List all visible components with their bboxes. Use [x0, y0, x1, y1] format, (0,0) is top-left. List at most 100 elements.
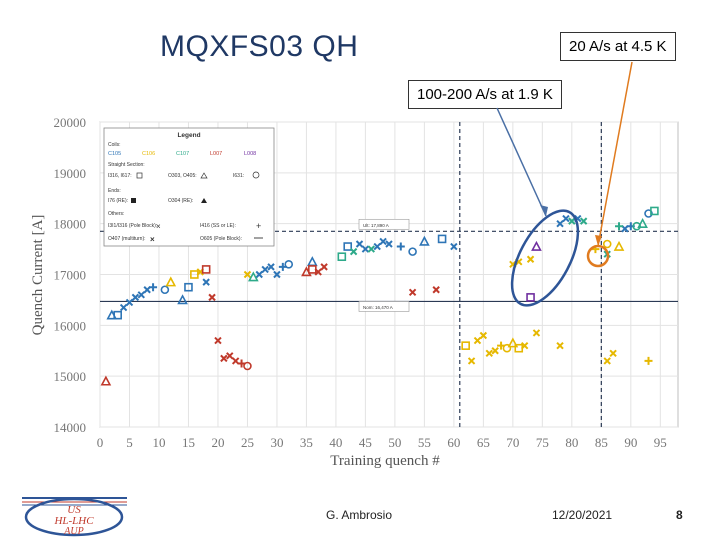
legend-coil-l007: L007	[210, 151, 222, 157]
data-point	[615, 222, 624, 231]
logo-line-3: AUP	[63, 526, 83, 537]
footer-page-number: 8	[676, 508, 683, 522]
data-point	[502, 343, 512, 353]
data-point	[385, 240, 393, 248]
ref-line-label: Nom: 16,470 A	[363, 305, 393, 310]
x-tick-label: 85	[595, 435, 608, 450]
data-point	[562, 214, 570, 223]
arrow-blue	[496, 107, 547, 217]
ref-line-label-box	[358, 218, 410, 230]
logo-line-2: HL-LHC	[53, 515, 94, 527]
legend-others-3: O407 (multiturn):	[108, 236, 146, 242]
axis-ticks: 14000 15000 16000 17000 18000 19000 20000 0 5 10 1…	[54, 115, 667, 450]
data-point	[632, 221, 642, 231]
legend-coil-c107: C107	[176, 151, 189, 157]
data-point	[137, 291, 145, 299]
highlight-ellipse	[510, 209, 580, 307]
data-point	[520, 341, 529, 350]
data-point	[526, 255, 535, 263]
x-tick-label: 20	[211, 435, 224, 450]
data-point	[609, 349, 617, 357]
legend-coil-l008: L008	[244, 151, 256, 157]
data-point	[273, 270, 281, 279]
legend-straight-label: Straight Section:	[108, 162, 145, 168]
y-tick-label: 20000	[54, 115, 87, 130]
x-tick-label: 0	[97, 435, 104, 450]
x-tick-label: 50	[388, 435, 401, 450]
data-point	[437, 234, 447, 244]
y-tick-label: 18000	[54, 217, 87, 232]
data-point	[214, 336, 222, 345]
arrow-orange-head	[595, 235, 602, 246]
data-point	[343, 242, 353, 251]
data-point	[125, 298, 134, 307]
x-tick-label: 30	[270, 435, 283, 450]
data-point	[408, 247, 417, 256]
legend-straight-2: O303, O405:	[168, 173, 197, 179]
data-point	[261, 265, 269, 274]
legend-straight-1: I316, I617:	[108, 173, 132, 179]
data-point	[485, 349, 493, 357]
data-point	[165, 276, 177, 287]
data-point	[491, 347, 499, 355]
legend-coils-label: Coils:	[108, 142, 121, 148]
data-point	[208, 293, 216, 302]
data-point	[450, 242, 458, 251]
data-point	[579, 217, 588, 225]
x-tick-label: 55	[418, 435, 431, 450]
slide-title: MQXFS03 QH	[160, 30, 359, 63]
data-point	[267, 263, 275, 271]
data-point	[284, 260, 294, 269]
data-point	[361, 245, 370, 253]
data-point	[349, 247, 358, 256]
data-point	[149, 283, 158, 292]
data-point	[432, 286, 440, 294]
x-tick-label: 80	[565, 435, 578, 450]
data-point	[467, 357, 476, 365]
legend-ends-2: O304 (RE):	[168, 198, 193, 204]
legend-straight-3: I631:	[233, 173, 244, 179]
data-point	[113, 310, 122, 320]
data-point	[243, 361, 252, 371]
data-point	[220, 354, 228, 363]
legend-coil-c105: C105	[108, 151, 121, 157]
x-tick-label: 60	[447, 435, 460, 450]
data-point	[461, 341, 470, 350]
data-point	[532, 329, 541, 337]
x-tick-label: 40	[329, 435, 342, 450]
data-point	[337, 252, 347, 262]
x-tick-label: 25	[241, 435, 254, 450]
legend-others-4: O605 (Pole Block):	[200, 236, 242, 242]
x-axis-label: Training quench #	[330, 453, 440, 469]
svg-text:+: +	[256, 221, 261, 231]
callout-20as: 20 A/s at 4.5 K	[560, 32, 676, 61]
x-tick-label: 95	[654, 435, 667, 450]
y-tick-label: 16000	[54, 318, 87, 333]
arrow-blue-head	[540, 205, 548, 216]
data-point	[202, 278, 210, 286]
data-point	[507, 337, 519, 348]
data-point	[248, 271, 259, 282]
data-point	[379, 237, 387, 246]
data-point	[119, 303, 128, 312]
legend-others-1: I3I1/I316 (Pole Block):	[108, 223, 157, 229]
data-point	[201, 265, 211, 274]
x-tick-label: 70	[506, 435, 519, 450]
us-hl-lhc-aup-logo: US HL-LHC AUP	[22, 492, 127, 538]
x-tick-label: 90	[624, 435, 637, 450]
x-tick-label: 5	[126, 435, 133, 450]
y-tick-label: 19000	[54, 166, 87, 181]
x-tick-label: 45	[359, 435, 372, 450]
data-point	[531, 240, 542, 251]
legend-title: Legend	[177, 132, 200, 139]
y-tick-label: 14000	[54, 420, 87, 435]
data-point	[650, 206, 659, 216]
ref-line-label: Ult: 17,890 A	[363, 223, 389, 228]
reference-lines: Ult: 17,890 A Nom: 16,470 A	[100, 122, 678, 427]
x-tick-label: 65	[477, 435, 490, 450]
legend-ends-1: I76 (RE):	[108, 198, 128, 204]
callout-100-200as: 100-200 A/s at 1.9 K	[408, 80, 562, 109]
data-point	[479, 331, 488, 340]
legend-others-label: Others:	[108, 211, 124, 217]
